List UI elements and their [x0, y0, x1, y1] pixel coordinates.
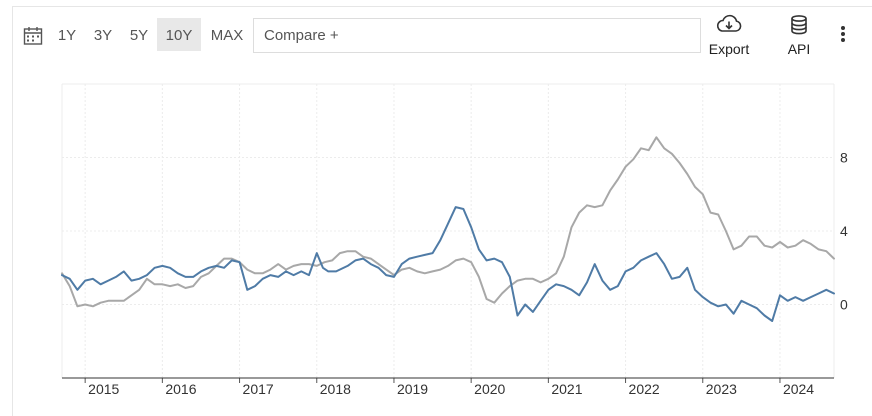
x-tick-label: 2023 — [706, 381, 737, 397]
x-tick-label: 2018 — [320, 381, 351, 397]
x-tick-label: 2016 — [165, 381, 196, 397]
x-tick-label: 2024 — [783, 381, 814, 397]
compare-input[interactable] — [253, 18, 701, 53]
range-button-10y[interactable]: 10Y — [157, 18, 201, 51]
x-tick-label: 2019 — [397, 381, 428, 397]
x-tick-label: 2017 — [243, 381, 274, 397]
database-icon — [791, 15, 807, 35]
range-button-5y[interactable]: 5Y — [129, 27, 149, 44]
x-tick-label: 2021 — [551, 381, 582, 397]
api-button[interactable]: API — [779, 14, 819, 57]
more-vertical-icon[interactable] — [838, 26, 848, 44]
range-button-max[interactable]: MAX — [210, 27, 244, 44]
x-tick-label: 2022 — [629, 381, 660, 397]
cloud-download-icon — [716, 14, 742, 32]
y-tick-label: 0 — [840, 297, 848, 313]
chart-series — [61, 136, 835, 322]
export-label: Export — [708, 41, 750, 57]
range-button-1y[interactable]: 1Y — [57, 27, 77, 44]
chart-axes: 0 4 8 2015 2016 2017 2018 2019 2020 2021 2022 2023 2… — [62, 150, 848, 397]
range-button-3y[interactable]: 3Y — [93, 27, 113, 44]
panel-top-border — [12, 6, 872, 7]
chart-grid — [61, 83, 835, 378]
api-label: API — [787, 41, 811, 57]
export-button[interactable]: Export — [704, 14, 754, 57]
y-tick-label: 8 — [840, 150, 848, 166]
x-tick-label: 2015 — [88, 381, 119, 397]
panel-left-border — [12, 6, 13, 416]
series-line-0 — [61, 206, 835, 322]
chart-toolbar: 1Y 3Y 5Y 10Y MAX Export API — [14, 14, 872, 57]
y-tick-label: 4 — [840, 223, 848, 239]
series-line-1 — [61, 136, 835, 308]
calendar-icon[interactable] — [23, 26, 43, 46]
x-tick-label: 2020 — [474, 381, 505, 397]
